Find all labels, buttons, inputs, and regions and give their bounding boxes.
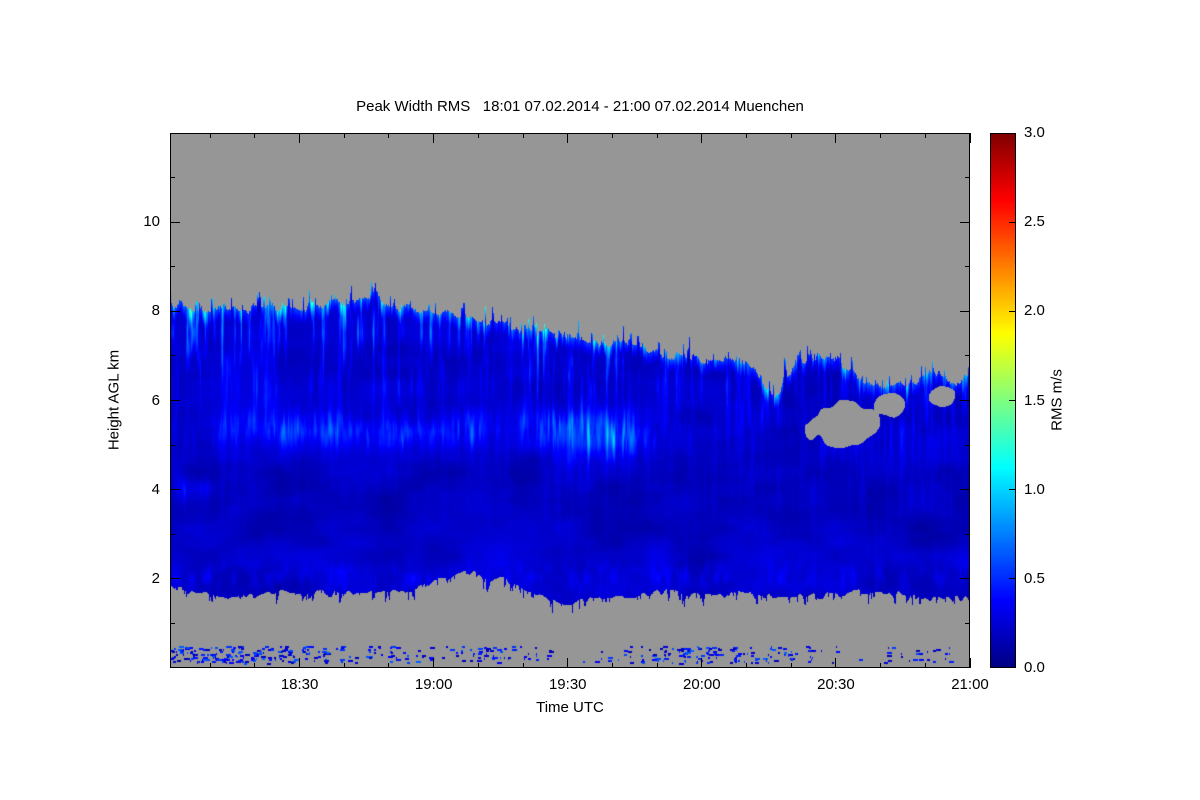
x-tick xyxy=(701,133,703,143)
colorbar-tick-label: 0.5 xyxy=(1024,569,1045,587)
x-tick xyxy=(701,658,703,668)
x-tick xyxy=(835,658,837,668)
y-tick xyxy=(170,221,180,223)
x-minor-tick xyxy=(343,663,345,668)
x-minor-tick xyxy=(477,663,479,668)
y-minor-tick xyxy=(965,533,970,535)
x-minor-tick xyxy=(656,133,658,138)
colorbar-tick-label: 1.5 xyxy=(1024,391,1045,409)
x-minor-tick xyxy=(611,133,613,138)
y-tick xyxy=(960,489,970,491)
x-tick xyxy=(433,133,435,143)
x-tick-label: 19:30 xyxy=(548,676,587,693)
colorbar-tick-label: 1.0 xyxy=(1024,480,1045,498)
x-minor-tick xyxy=(880,663,882,668)
colorbar-tick xyxy=(1009,310,1016,312)
y-minor-tick xyxy=(965,444,970,446)
x-minor-tick xyxy=(254,133,256,138)
x-minor-tick xyxy=(880,133,882,138)
y-tick xyxy=(170,578,180,580)
y-tick xyxy=(170,489,180,491)
colorbar-tick xyxy=(1009,578,1016,580)
y-tick xyxy=(960,310,970,312)
colorbar-tick-label: 2.5 xyxy=(1024,213,1045,231)
y-tick-label: 8 xyxy=(151,302,160,320)
colorbar-tick xyxy=(1009,221,1016,223)
colorbar-tick xyxy=(1009,400,1016,401)
x-tick xyxy=(299,658,301,668)
x-minor-tick xyxy=(746,133,748,138)
x-tick-label: 18:30 xyxy=(280,676,319,693)
y-minor-tick xyxy=(965,266,970,268)
x-minor-tick xyxy=(254,663,256,668)
y-tick-label: 2 xyxy=(151,569,160,587)
y-tick xyxy=(170,310,180,312)
colorbar-tick xyxy=(1009,666,1016,668)
colorbar-tick-label: 0.0 xyxy=(1024,659,1045,676)
x-tick-label: 20:00 xyxy=(683,676,721,693)
x-minor-tick xyxy=(656,663,658,668)
x-tick xyxy=(299,133,301,143)
y-minor-tick xyxy=(170,533,175,535)
heatmap-canvas xyxy=(170,133,970,668)
x-tick-label: 21:00 xyxy=(951,676,989,693)
y-minor-tick xyxy=(170,622,175,624)
y-minor-tick xyxy=(965,177,970,179)
y-minor-tick xyxy=(170,355,175,357)
x-tick xyxy=(969,133,971,143)
x-minor-tick xyxy=(209,133,211,138)
x-minor-tick xyxy=(746,663,748,668)
y-minor-tick xyxy=(965,355,970,357)
x-tick xyxy=(567,658,569,668)
y-tick-label: 6 xyxy=(151,391,160,409)
y-tick-label: 4 xyxy=(151,480,160,498)
colorbar-tick-label: 3.0 xyxy=(1024,124,1045,141)
x-minor-tick xyxy=(522,133,524,138)
x-minor-tick xyxy=(477,133,479,138)
x-minor-tick xyxy=(611,663,613,668)
y-tick xyxy=(960,221,970,223)
x-tick xyxy=(433,658,435,668)
x-minor-tick xyxy=(790,663,792,668)
x-minor-tick xyxy=(388,133,390,138)
x-minor-tick xyxy=(924,133,926,138)
colorbar-tick xyxy=(1009,489,1016,491)
x-minor-tick xyxy=(209,663,211,668)
y-minor-tick xyxy=(170,266,175,268)
y-minor-tick xyxy=(170,177,175,179)
x-tick xyxy=(567,133,569,143)
y-tick-label: 10 xyxy=(143,213,160,231)
colorbar-tick-label: 2.0 xyxy=(1024,302,1045,320)
x-minor-tick xyxy=(790,133,792,138)
chart-title: Peak Width RMS 18:01 07.02.2014 - 21:00 … xyxy=(356,98,804,115)
x-minor-tick xyxy=(388,663,390,668)
x-tick xyxy=(969,658,971,668)
y-tick xyxy=(960,578,970,580)
x-minor-tick xyxy=(343,133,345,138)
y-minor-tick xyxy=(965,622,970,624)
colorbar-tick xyxy=(1009,132,1016,134)
y-minor-tick xyxy=(170,444,175,446)
x-axis-label: Time UTC xyxy=(536,699,604,716)
x-minor-tick xyxy=(924,663,926,668)
y-tick xyxy=(960,400,970,401)
y-tick xyxy=(170,400,180,401)
x-tick xyxy=(835,133,837,143)
x-minor-tick xyxy=(522,663,524,668)
x-tick-label: 20:30 xyxy=(817,676,855,693)
x-tick-label: 19:00 xyxy=(414,676,453,693)
